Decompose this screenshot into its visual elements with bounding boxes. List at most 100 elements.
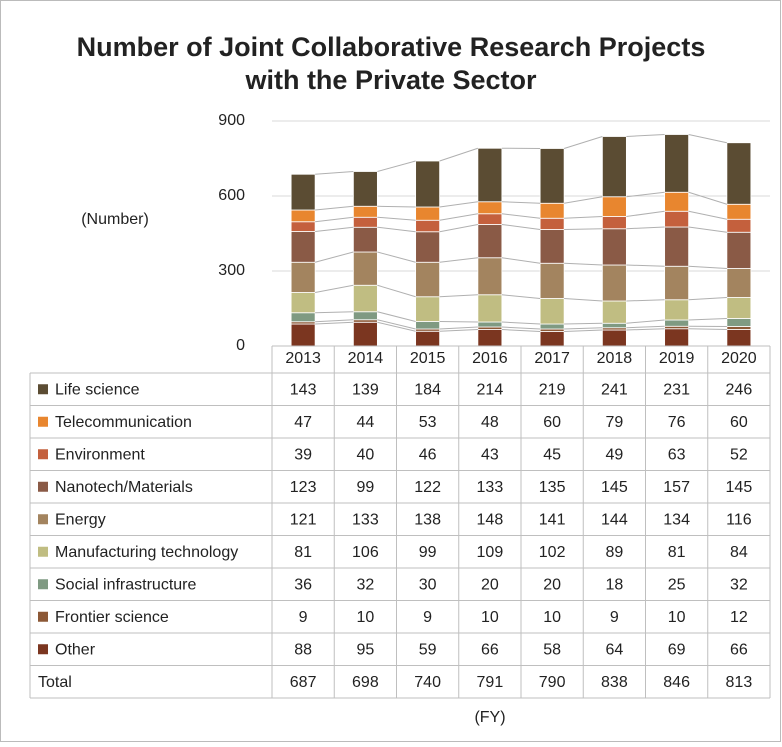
- bar-segment: [478, 148, 502, 202]
- table-value: 36: [294, 576, 312, 593]
- table-value: 139: [352, 381, 379, 398]
- bar-segment: [665, 320, 689, 326]
- legend-swatch: [38, 417, 48, 427]
- legend-swatch: [38, 449, 48, 459]
- table-value: 9: [423, 609, 432, 626]
- table-value: 184: [414, 381, 441, 398]
- bar-segment: [665, 300, 689, 320]
- bar-segment: [291, 210, 315, 222]
- legend-label: Manufacturing technology: [55, 544, 238, 561]
- legend-swatch: [38, 579, 48, 589]
- y-axis-label: (Number): [81, 211, 149, 228]
- table-value: 64: [605, 641, 623, 658]
- bar-segment: [602, 323, 626, 328]
- table-value: 102: [539, 544, 566, 561]
- legend-label: Telecommunication: [55, 414, 192, 431]
- y-tick-label: 300: [218, 262, 245, 279]
- table-value: 66: [481, 641, 499, 658]
- table-value: 99: [356, 479, 374, 496]
- table-value: 116: [726, 511, 752, 528]
- legend-swatch: [38, 514, 48, 524]
- bar-segment: [602, 265, 626, 301]
- bar-segment: [602, 217, 626, 229]
- table-value: 121: [290, 511, 317, 528]
- table-value: 63: [668, 446, 686, 463]
- table-value: 58: [543, 641, 561, 658]
- bar-segment: [665, 227, 689, 266]
- x-tick-label: 2013: [285, 350, 321, 367]
- bar-segment: [602, 137, 626, 197]
- table-value: 88: [294, 641, 312, 658]
- legend-label: Other: [55, 641, 96, 658]
- table-value: 32: [356, 576, 374, 593]
- bar-segment: [353, 322, 377, 346]
- table-value: 81: [668, 544, 686, 561]
- bar-segment: [291, 262, 315, 292]
- bar-segment: [353, 285, 377, 312]
- table-value: 95: [356, 641, 374, 658]
- bar-segment: [540, 230, 564, 264]
- x-tick-label: 2020: [721, 350, 757, 367]
- bar-segment: [540, 149, 564, 204]
- bar-segment: [602, 301, 626, 323]
- table-value: 18: [605, 576, 623, 593]
- total-value: 740: [414, 674, 441, 691]
- bar-segment: [478, 202, 502, 214]
- bar-segment: [727, 319, 751, 327]
- bar-segment: [478, 214, 502, 225]
- x-tick-label: 2016: [472, 350, 508, 367]
- bar-segment: [727, 298, 751, 319]
- bar-segment: [540, 324, 564, 329]
- table-value: 20: [481, 576, 499, 593]
- table-value: 52: [730, 446, 748, 463]
- legend-label: Life science: [55, 381, 140, 398]
- bar-segment: [665, 192, 689, 211]
- table-value: 9: [299, 609, 308, 626]
- table-value: 48: [481, 414, 499, 431]
- y-tick-label: 0: [236, 337, 245, 354]
- bar-segment: [353, 172, 377, 207]
- bar-segment: [416, 220, 440, 232]
- table-value: 30: [419, 576, 437, 593]
- table-value: 133: [352, 511, 379, 528]
- table-value: 122: [414, 479, 441, 496]
- bar-segment: [602, 229, 626, 265]
- table-value: 145: [601, 479, 628, 496]
- total-value: 791: [477, 674, 504, 691]
- table-value: 246: [726, 381, 753, 398]
- bar-segment: [478, 330, 502, 347]
- bar-segment: [353, 217, 377, 227]
- bar-segment: [291, 232, 315, 263]
- bar-segment: [291, 324, 315, 346]
- bar-segment: [602, 330, 626, 346]
- bar-segment: [478, 295, 502, 322]
- x-tick-label: 2018: [597, 350, 633, 367]
- bar-segment: [540, 263, 564, 298]
- table-value: 144: [601, 511, 628, 528]
- table-value: 135: [539, 479, 566, 496]
- bar-segment: [727, 232, 751, 268]
- bar-segment: [353, 252, 377, 285]
- bar-segment: [416, 331, 440, 346]
- bar-segment: [478, 322, 502, 327]
- table-value: 76: [668, 414, 686, 431]
- bar-segment: [416, 262, 440, 297]
- legend-swatch: [38, 482, 48, 492]
- bar-segment: [416, 322, 440, 330]
- table-value: 241: [601, 381, 628, 398]
- table-value: 219: [539, 381, 566, 398]
- legend-label: Social infrastructure: [55, 576, 196, 593]
- bar-segment: [353, 227, 377, 252]
- series-line: [440, 322, 478, 323]
- bar-segment: [416, 207, 440, 220]
- bar-segment: [416, 297, 440, 322]
- table-value: 10: [543, 609, 561, 626]
- legend-label: Frontier science: [55, 609, 169, 626]
- table-value: 10: [356, 609, 374, 626]
- y-tick-label: 600: [218, 187, 245, 204]
- bar-segment: [665, 211, 689, 227]
- table-value: 123: [290, 479, 317, 496]
- table-value: 59: [419, 641, 437, 658]
- table-value: 89: [605, 544, 623, 561]
